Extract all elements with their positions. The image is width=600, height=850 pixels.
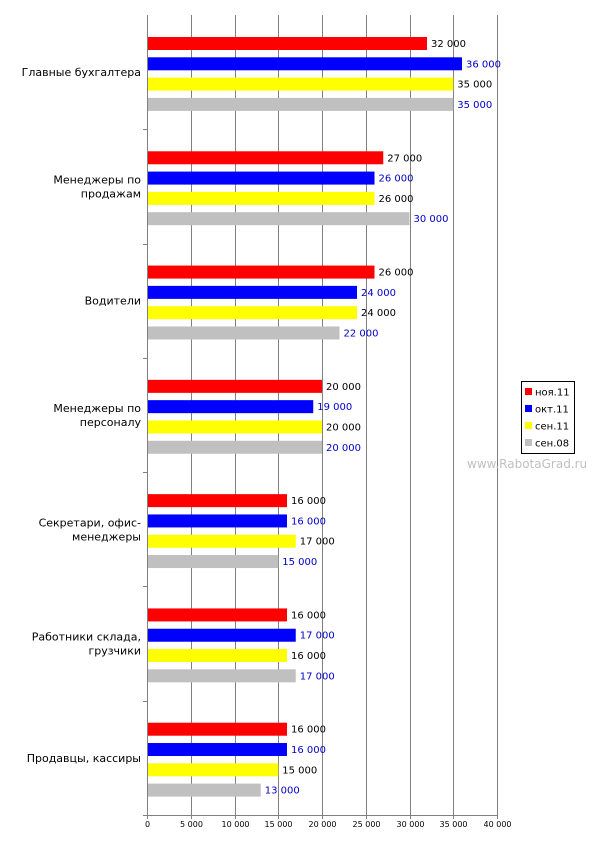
bar-value-label: 20 000 xyxy=(326,422,361,433)
bar xyxy=(147,722,287,736)
bar xyxy=(147,420,322,434)
bar xyxy=(147,628,296,642)
bar xyxy=(147,57,462,71)
bar-value-label: 26 000 xyxy=(379,174,414,185)
x-tick-label: 10 000 xyxy=(222,820,250,829)
category-label: грузчики xyxy=(88,645,141,658)
bar-value-label: 16 000 xyxy=(291,516,326,527)
bar-value-label: 24 000 xyxy=(361,308,396,319)
bar xyxy=(147,555,279,569)
x-tick-label: 5 000 xyxy=(180,820,203,829)
category-label: Работники склада, xyxy=(32,631,141,644)
legend-swatch xyxy=(525,422,532,429)
bar xyxy=(147,514,287,528)
bar xyxy=(147,669,296,683)
bar-value-label: 16 000 xyxy=(291,651,326,662)
bar-value-label: 20 000 xyxy=(326,443,361,454)
bar-value-label: 16 000 xyxy=(291,725,326,736)
bar-value-label: 17 000 xyxy=(300,537,335,548)
bar xyxy=(147,306,357,320)
bar xyxy=(147,743,287,757)
legend-swatch xyxy=(525,388,532,395)
category-label: персоналу xyxy=(80,416,142,429)
bar-value-label: 13 000 xyxy=(265,786,300,797)
x-tick-label: 0 xyxy=(145,820,150,829)
bar xyxy=(147,440,322,454)
bar xyxy=(147,608,287,622)
bar xyxy=(147,783,261,797)
bar-value-label: 15 000 xyxy=(282,765,317,776)
bar xyxy=(147,77,454,91)
bar xyxy=(147,326,340,340)
bar-value-label: 17 000 xyxy=(300,631,335,642)
bar xyxy=(147,212,410,226)
category-label: Продавцы, кассиры xyxy=(27,752,141,765)
bar xyxy=(147,191,375,205)
x-tick-label: 25 000 xyxy=(353,820,381,829)
bar-value-label: 15 000 xyxy=(282,557,317,568)
bar-value-label: 24 000 xyxy=(361,288,396,299)
bar xyxy=(147,400,314,414)
category-label: менеджеры xyxy=(72,530,141,543)
bar xyxy=(147,763,279,777)
category-label: Главные бухгалтера xyxy=(22,66,141,79)
bar xyxy=(147,151,384,165)
bar-value-label: 16 000 xyxy=(291,610,326,621)
legend: ноя.11 окт.11 сен.11 сен.08 xyxy=(521,381,575,454)
x-tick-label: 20 000 xyxy=(309,820,337,829)
bar xyxy=(147,649,287,663)
category-label: продажам xyxy=(81,187,141,200)
legend-swatch xyxy=(525,439,532,446)
category-label: Менеджеры по xyxy=(53,173,141,186)
x-axis-ticks: 0 5 000 10 000 15 000 20 000 25 000 30 000 35 0… xyxy=(145,815,512,829)
category-label: Менеджеры по xyxy=(53,402,141,415)
legend-label: сен.08 xyxy=(535,439,569,450)
grid-lines xyxy=(191,15,498,815)
bar xyxy=(147,494,287,508)
bar-value-label: 27 000 xyxy=(387,153,422,164)
bar xyxy=(147,37,427,50)
bar-value-label: 36 000 xyxy=(466,59,501,70)
bar-value-label: 17 000 xyxy=(300,671,335,682)
legend-label: сен.11 xyxy=(535,422,569,433)
bar-value-label: 26 000 xyxy=(379,194,414,205)
bar xyxy=(147,379,322,393)
legend-label: ноя.11 xyxy=(535,388,570,399)
bar-value-label: 16 000 xyxy=(291,496,326,507)
legend-label: окт.11 xyxy=(535,405,569,416)
legend-swatch xyxy=(525,405,532,412)
bar-value-label: 26 000 xyxy=(379,268,414,279)
bar xyxy=(147,265,375,279)
bar-value-label: 20 000 xyxy=(326,382,361,393)
bar-value-label: 30 000 xyxy=(414,214,449,225)
x-tick-label: 30 000 xyxy=(397,820,425,829)
bar xyxy=(147,97,454,111)
category-label: Секретари, офис- xyxy=(39,516,141,529)
bar xyxy=(147,534,296,548)
bar-value-label: 35 000 xyxy=(457,100,492,111)
bar xyxy=(147,171,375,185)
bar-value-label: 16 000 xyxy=(291,745,326,756)
x-tick-label: 15 000 xyxy=(265,820,293,829)
x-tick-label: 40 000 xyxy=(484,820,512,829)
watermark-text: www.RabotaGrad.ru xyxy=(467,457,587,471)
bar-value-label: 32 000 xyxy=(431,39,466,50)
bar xyxy=(147,285,357,299)
axes xyxy=(143,15,498,816)
bar-value-label: 35 000 xyxy=(457,80,492,91)
x-tick-label: 35 000 xyxy=(440,820,468,829)
category-label: Водители xyxy=(85,295,141,308)
bar-value-label: 22 000 xyxy=(344,328,379,339)
bar-value-label: 19 000 xyxy=(317,402,352,413)
